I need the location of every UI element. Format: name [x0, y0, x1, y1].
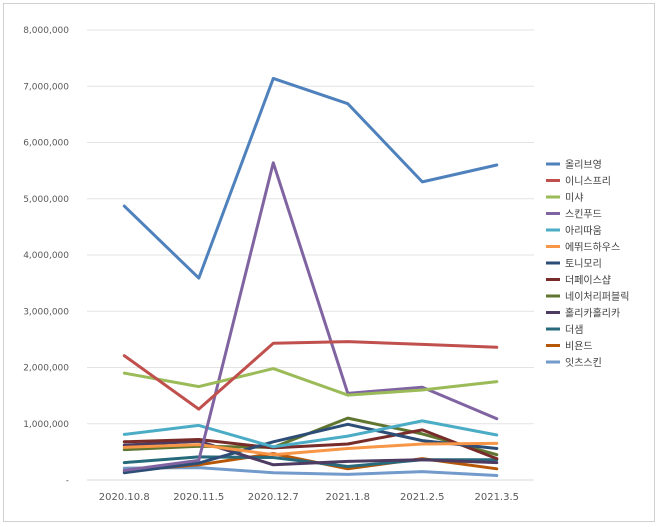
y-tick-label: 8,000,000 [23, 26, 69, 36]
legend-item: 더샘 [546, 324, 583, 336]
legend-label: 아리따움 [565, 225, 602, 237]
legend-label: 미샤 [565, 192, 583, 204]
legend-item: 네이처리퍼블릭 [546, 291, 629, 303]
legend-item: 이니스프리 [546, 176, 611, 188]
series-line-5 [122, 419, 499, 449]
legend-label: 스킨푸드 [565, 209, 602, 221]
y-tick-label: 3,000,000 [23, 307, 69, 317]
legend-item: 비욘드 [546, 341, 593, 353]
legend-label: 이니스프리 [565, 176, 611, 188]
series-line-10 [122, 439, 499, 467]
chart-frame: - 1,000,000 2,000,000 3,000,000 4,000,000 5,0… [3, 3, 655, 522]
legend-item: 올리브영 [546, 159, 602, 171]
y-tick-label: 2,000,000 [23, 364, 69, 374]
series-line-7 [122, 422, 499, 475]
x-tick-label: 2020.11.5 [173, 492, 224, 503]
legend-label: 홀리카홀리카 [565, 307, 620, 320]
series-line-8 [122, 428, 499, 461]
legend-label: 더페이스샵 [565, 275, 611, 287]
legend-label: 더샘 [565, 324, 583, 336]
x-axis: 2020.10.8 2020.11.5 2020.12.7 2021.1.8 2021.… [99, 492, 519, 503]
x-tick-label: 2020.10.8 [99, 492, 150, 503]
series-line-13 [122, 466, 499, 477]
series-line-6 [122, 441, 499, 457]
series-line-1 [122, 76, 499, 280]
y-tick-label: 6,000,000 [23, 139, 69, 149]
legend-item: 홀리카홀리카 [546, 307, 620, 320]
legend-label: 비욘드 [565, 341, 593, 353]
y-tick-label: 4,000,000 [23, 251, 69, 261]
x-tick-label: 2021.2.5 [400, 492, 445, 503]
legend-item: 에뛰드하우스 [546, 241, 620, 254]
series-lines [122, 76, 499, 477]
series-line-4 [122, 161, 499, 472]
legend-item: 미샤 [546, 192, 583, 204]
legend-item: 잇츠스킨 [546, 357, 602, 369]
y-axis: - 1,000,000 2,000,000 3,000,000 4,000,000 5,0… [23, 26, 69, 486]
legend: 올리브영이니스프리미샤스킨푸드아리따움에뛰드하우스토니모리더페이스샵네이처리퍼블… [546, 159, 629, 369]
y-tick-label: 7,000,000 [23, 82, 69, 92]
legend-label: 네이처리퍼블릭 [565, 291, 629, 303]
x-tick-label: 2021.3.5 [474, 492, 519, 503]
series-line-2 [122, 340, 499, 411]
legend-item: 토니모리 [546, 258, 602, 270]
legend-label: 토니모리 [565, 258, 602, 270]
legend-item: 더페이스샵 [546, 275, 611, 287]
y-tick-label: 5,000,000 [23, 195, 69, 205]
gridlines [87, 29, 534, 481]
legend-label: 잇츠스킨 [565, 357, 602, 369]
legend-label: 올리브영 [565, 159, 602, 171]
series-line-3 [122, 367, 499, 397]
line-chart: - 1,000,000 2,000,000 3,000,000 4,000,000 5,0… [23, 26, 629, 503]
y-tick-label: 1,000,000 [23, 420, 69, 430]
legend-item: 스킨푸드 [546, 209, 602, 221]
x-tick-label: 2020.12.7 [248, 492, 299, 503]
x-tick-label: 2021.1.8 [325, 492, 370, 503]
y-tick-label: - [66, 476, 69, 486]
legend-item: 아리따움 [546, 225, 602, 237]
legend-label: 에뛰드하우스 [565, 241, 620, 254]
